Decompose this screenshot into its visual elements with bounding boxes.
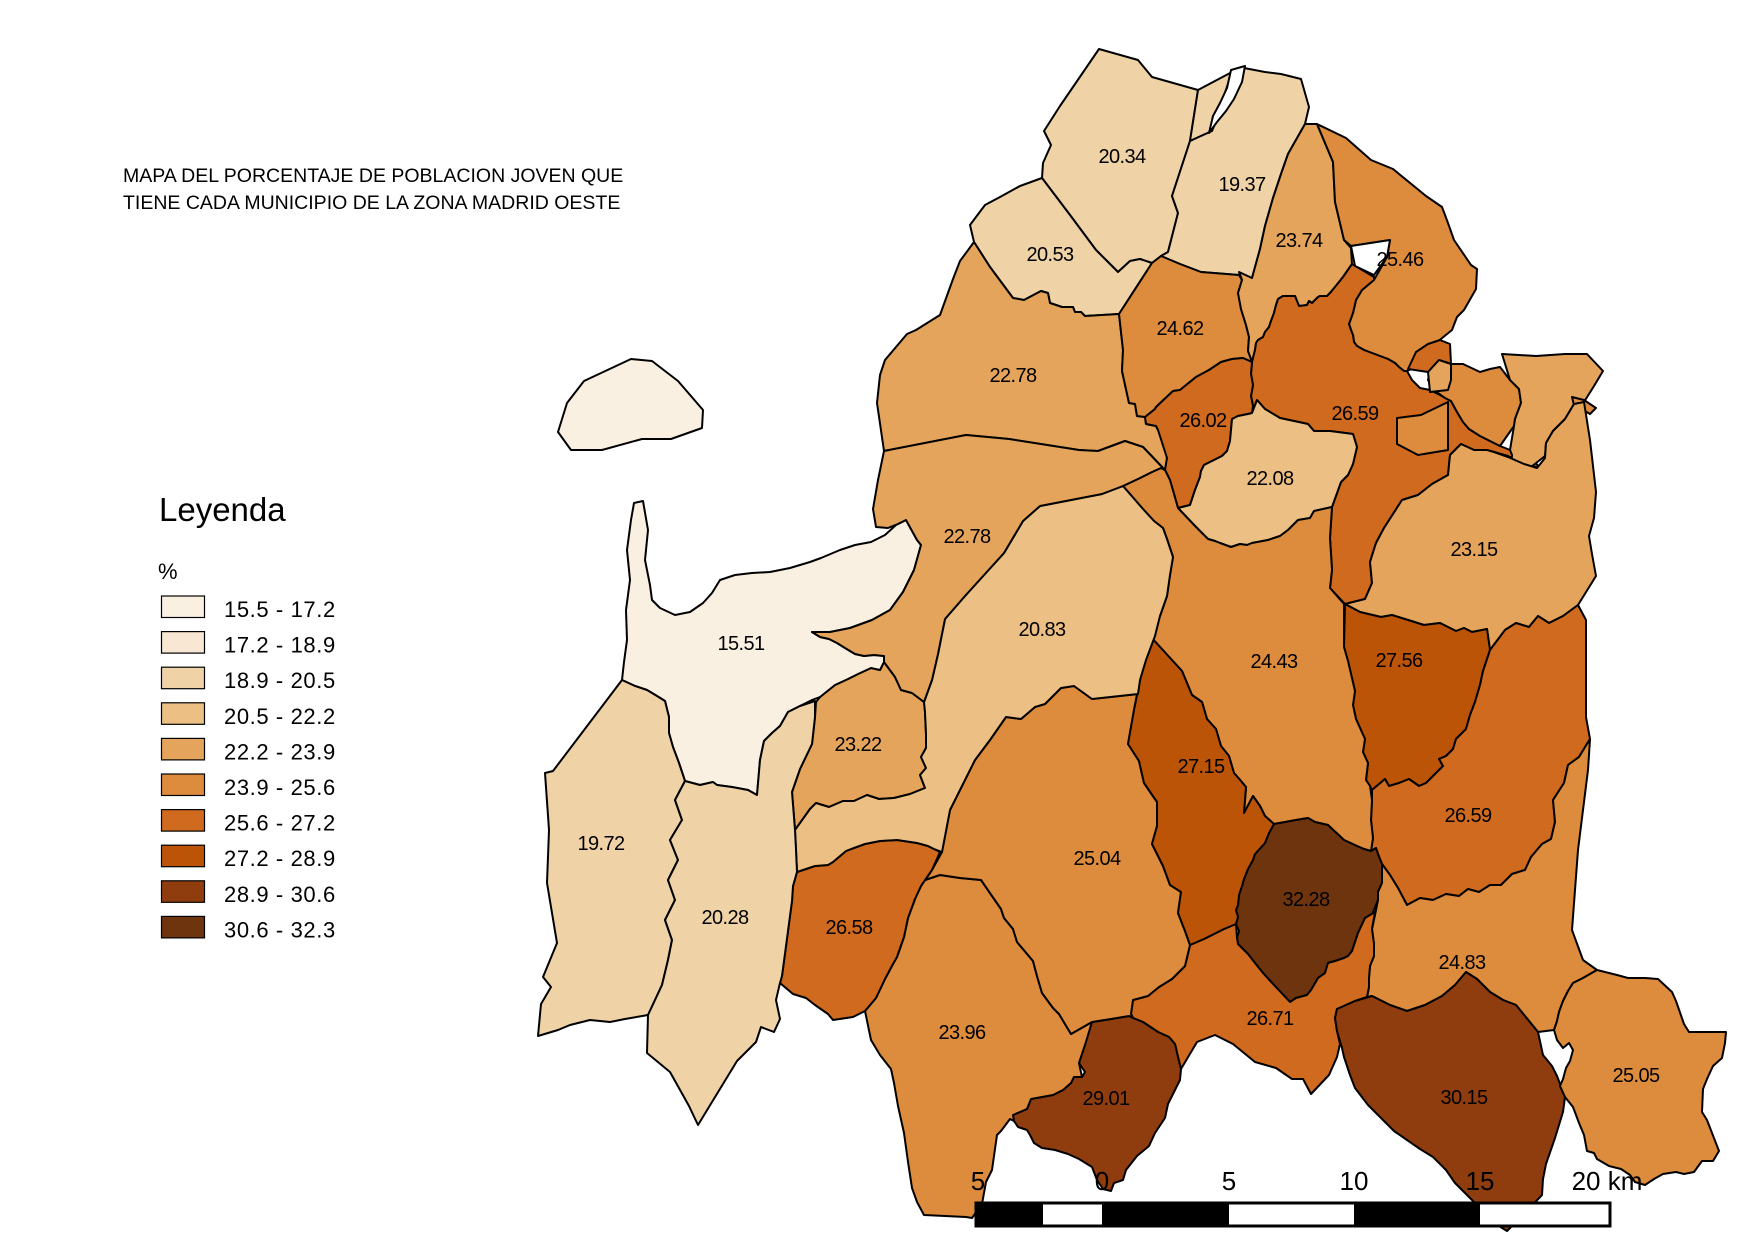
svg-text:20.28: 20.28 — [701, 907, 749, 929]
svg-text:19.37: 19.37 — [1218, 174, 1266, 196]
svg-text:26.71: 26.71 — [1246, 1008, 1294, 1030]
svg-text:24.62: 24.62 — [1156, 318, 1204, 340]
svg-text:15.51: 15.51 — [717, 633, 765, 655]
svg-text:23.9 - 25.6: 23.9 - 25.6 — [224, 775, 336, 800]
svg-text:17.2 - 18.9: 17.2 - 18.9 — [224, 633, 336, 658]
svg-text:MAPA DEL PORCENTAJE DE POBLACI: MAPA DEL PORCENTAJE DE POBLACION JOVEN Q… — [123, 165, 623, 187]
svg-text:20.5 - 22.2: 20.5 - 22.2 — [224, 704, 336, 729]
svg-text:28.9 - 30.6: 28.9 - 30.6 — [224, 882, 336, 907]
svg-text:29.01: 29.01 — [1082, 1088, 1130, 1110]
svg-text:22.08: 22.08 — [1246, 468, 1294, 490]
svg-text:25.46: 25.46 — [1376, 249, 1424, 271]
svg-text:27.15: 27.15 — [1177, 756, 1225, 778]
svg-text:20 km: 20 km — [1572, 1166, 1643, 1196]
svg-text:26.59: 26.59 — [1444, 805, 1492, 827]
svg-text:24.43: 24.43 — [1250, 651, 1298, 673]
svg-text:19.72: 19.72 — [577, 833, 625, 855]
svg-text:26.59: 26.59 — [1331, 403, 1379, 425]
svg-text:27.56: 27.56 — [1375, 650, 1423, 672]
svg-text:30.6 - 32.3: 30.6 - 32.3 — [224, 917, 336, 942]
svg-text:25.6 - 27.2: 25.6 - 27.2 — [224, 811, 336, 836]
svg-text:26.58: 26.58 — [825, 917, 873, 939]
svg-text:22.78: 22.78 — [943, 526, 991, 548]
svg-text:23.15: 23.15 — [1450, 539, 1498, 561]
svg-text:15.5 - 17.2: 15.5 - 17.2 — [224, 597, 336, 622]
svg-text:23.96: 23.96 — [938, 1022, 986, 1044]
svg-text:%: % — [158, 559, 178, 584]
svg-text:20.83: 20.83 — [1018, 619, 1066, 641]
svg-text:22.2 - 23.9: 22.2 - 23.9 — [224, 739, 336, 764]
svg-text:23.74: 23.74 — [1275, 230, 1323, 252]
svg-text:25.04: 25.04 — [1073, 848, 1121, 870]
svg-text:10: 10 — [1340, 1166, 1369, 1196]
svg-text:20.53: 20.53 — [1026, 244, 1074, 266]
svg-text:20.34: 20.34 — [1098, 146, 1146, 168]
svg-text:5: 5 — [1222, 1166, 1236, 1196]
svg-text:0: 0 — [1095, 1166, 1109, 1196]
svg-text:27.2 - 28.9: 27.2 - 28.9 — [224, 846, 336, 871]
svg-text:30.15: 30.15 — [1440, 1087, 1488, 1109]
svg-text:5: 5 — [971, 1166, 985, 1196]
svg-text:15: 15 — [1466, 1166, 1495, 1196]
svg-text:24.83: 24.83 — [1438, 952, 1486, 974]
svg-text:25.05: 25.05 — [1612, 1065, 1660, 1087]
svg-text:TIENE CADA MUNICIPIO DE LA ZON: TIENE CADA MUNICIPIO DE LA ZONA MADRID O… — [123, 192, 620, 214]
svg-text:22.78: 22.78 — [989, 365, 1037, 387]
svg-text:18.9 - 20.5: 18.9 - 20.5 — [224, 668, 336, 693]
svg-text:23.22: 23.22 — [834, 734, 882, 756]
svg-text:Leyenda: Leyenda — [159, 491, 286, 528]
svg-text:32.28: 32.28 — [1282, 889, 1330, 911]
svg-text:26.02: 26.02 — [1179, 410, 1227, 432]
